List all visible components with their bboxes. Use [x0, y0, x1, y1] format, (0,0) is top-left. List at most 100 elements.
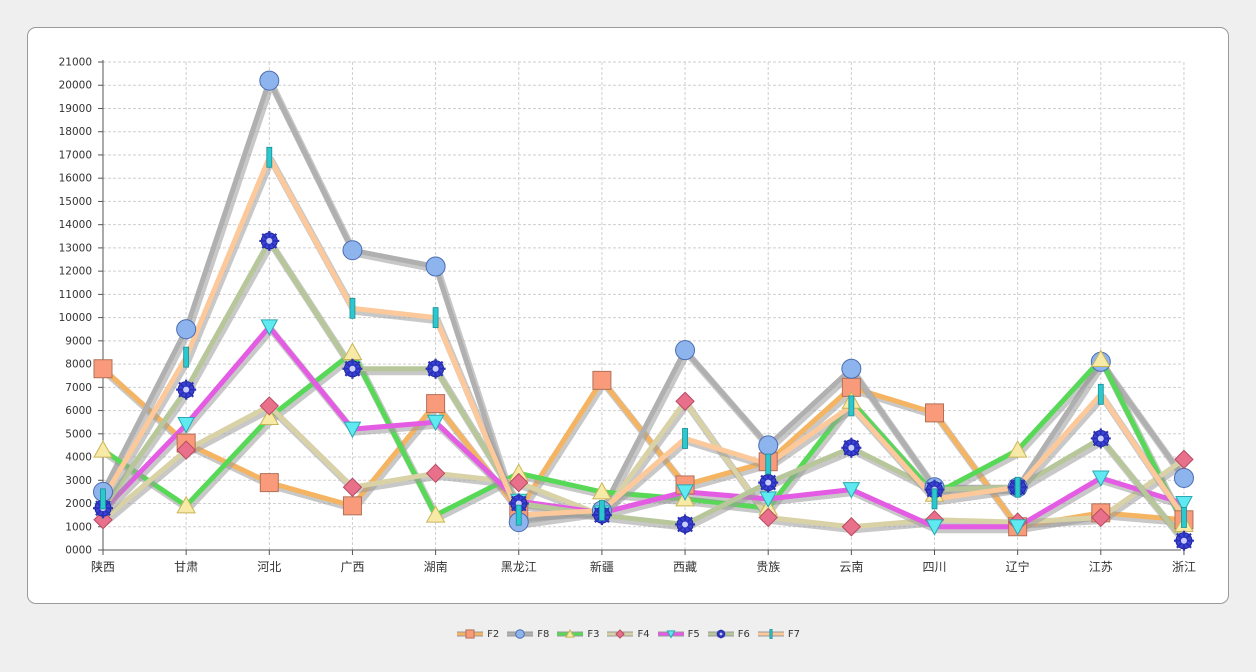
- legend: F2 F8 F3 F4 F5 F6 F7: [0, 628, 1256, 640]
- data-point: [342, 342, 363, 360]
- y-tick-label: 12000: [59, 266, 92, 278]
- series-line: [101, 398, 1186, 530]
- y-tick-label: 5000: [65, 428, 92, 440]
- data-point: [675, 340, 696, 361]
- data-point: [675, 514, 696, 535]
- series-f5: [101, 324, 1187, 534]
- data-point: [508, 493, 529, 514]
- y-tick-label: 4000: [65, 452, 92, 464]
- legend-item-f3: F3: [556, 628, 599, 640]
- legend-item-f6: F6: [707, 628, 750, 640]
- y-tick-label: 9000: [65, 335, 92, 347]
- x-tick-label: 西藏: [673, 560, 697, 574]
- y-tick-label: 20000: [59, 80, 92, 92]
- data-point: [260, 319, 279, 336]
- data-point: [509, 472, 529, 493]
- data-point: [841, 517, 862, 537]
- data-point: [841, 358, 862, 379]
- data-point: [1091, 507, 1111, 528]
- x-tick-label: 陕西: [91, 559, 115, 574]
- legend-swatch: [507, 629, 534, 639]
- data-point: [758, 472, 779, 493]
- data-point: [342, 358, 363, 379]
- data-point: [93, 359, 113, 379]
- legend-label: F3: [587, 628, 600, 640]
- data-point: [425, 505, 446, 523]
- y-tick-label: 21000: [59, 57, 92, 69]
- legend-label: F7: [787, 628, 800, 640]
- data-point: [675, 391, 695, 411]
- data-point: [426, 414, 445, 432]
- x-tick-label: 湖南: [424, 559, 448, 574]
- data-point: [183, 346, 190, 368]
- data-point: [266, 146, 273, 168]
- y-tick-label: 1000: [65, 521, 92, 533]
- legend-label: F5: [687, 628, 700, 640]
- data-point: [842, 482, 861, 499]
- data-point: [342, 477, 363, 497]
- legend-item-f7: F7: [757, 628, 800, 640]
- data-point: [1175, 496, 1193, 513]
- data-point: [925, 403, 944, 423]
- data-point: [176, 379, 197, 400]
- data-point: [1090, 349, 1111, 367]
- y-tick-label: 0000: [65, 545, 92, 557]
- y-tick-label: 19000: [59, 103, 92, 115]
- data-point: [343, 421, 362, 439]
- data-point: [426, 394, 446, 414]
- data-point: [176, 440, 196, 460]
- data-point: [925, 519, 944, 536]
- data-point: [931, 488, 938, 510]
- data-point: [259, 473, 279, 493]
- x-tick-label: 浙江: [1172, 560, 1196, 574]
- legend-swatch: [457, 629, 484, 639]
- legend-label: F4: [637, 628, 650, 640]
- y-tick-label: 6000: [65, 405, 92, 417]
- data-point: [848, 395, 855, 417]
- legend-item-f8: F8: [506, 628, 549, 640]
- legend-swatch: [557, 628, 584, 638]
- y-tick-label: 18000: [59, 126, 92, 138]
- data-point: [259, 396, 280, 416]
- data-point: [1014, 476, 1021, 498]
- y-tick-label: 8000: [65, 359, 92, 371]
- data-point: [425, 463, 446, 484]
- x-axis: 陕西 甘肃 河北 广西 湖南 黑龙江 新疆 西藏 贵族 云南 四川 辽宁 江苏 浙江: [91, 549, 1196, 574]
- y-tick-label: 14000: [59, 219, 92, 231]
- y-tick-label: 16000: [59, 173, 92, 185]
- series-line: [101, 324, 1185, 530]
- data-point: [176, 319, 197, 340]
- data-point: [1090, 428, 1111, 449]
- legend-swatch: [607, 629, 634, 639]
- legend-item-f2: F2: [456, 628, 499, 640]
- series-line: [101, 349, 1187, 526]
- data-point: [1173, 530, 1194, 551]
- series-f7: [100, 154, 1189, 523]
- legend-swatch: [657, 630, 684, 639]
- y-axis: 0000 1000 2000 3000 4000 5000 6000 7000 8000 9000…: [59, 57, 104, 557]
- data-point: [841, 437, 862, 458]
- series-f3: [101, 349, 1190, 530]
- data-point: [100, 488, 106, 510]
- y-tick-label: 13000: [59, 242, 92, 254]
- data-point: [425, 358, 446, 379]
- data-point: [259, 230, 280, 251]
- data-point: [592, 370, 612, 390]
- data-point: [259, 70, 280, 91]
- data-point: [342, 496, 362, 516]
- series-line-shadow: [103, 351, 1190, 530]
- data-point: [176, 495, 197, 514]
- y-tick-label: 11000: [59, 289, 92, 301]
- data-point: [1174, 449, 1194, 470]
- data-point: [1008, 519, 1027, 536]
- data-point: [599, 500, 605, 521]
- data-point: [1173, 467, 1194, 488]
- data-point: [425, 256, 446, 277]
- data-point: [93, 440, 113, 458]
- series-markers: [93, 70, 1194, 551]
- x-tick-label: 黑龙江: [501, 560, 537, 574]
- x-tick-label: 贵族: [756, 560, 780, 574]
- data-point: [177, 417, 195, 434]
- y-tick-label: 17000: [59, 149, 92, 161]
- data-point: [259, 407, 280, 426]
